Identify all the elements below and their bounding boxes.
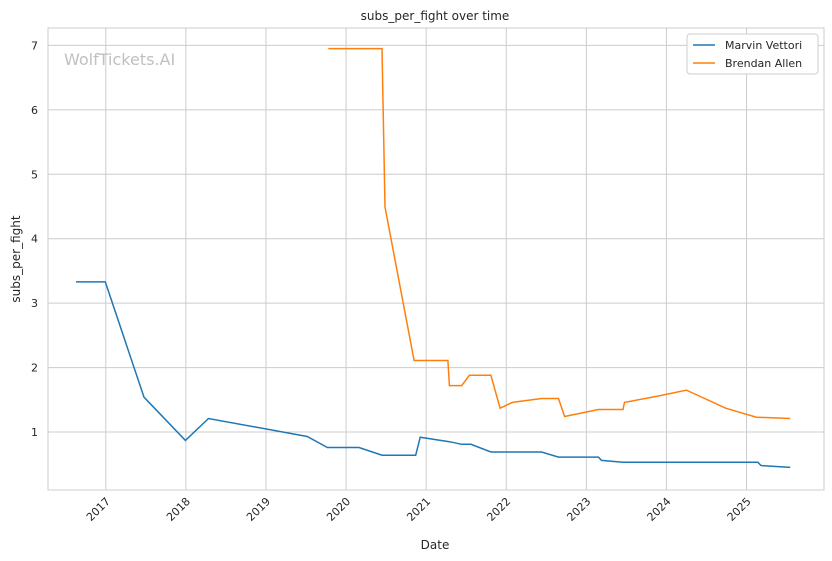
series-line-marvin-vettori xyxy=(76,281,791,469)
y-tick-label: 7 xyxy=(31,39,38,52)
x-axis-label: Date xyxy=(421,538,450,552)
y-tick-label: 1 xyxy=(31,426,38,439)
x-tick-label: 2021 xyxy=(404,495,433,524)
legend-label-allen: Brendan Allen xyxy=(725,57,802,70)
y-tick-label: 2 xyxy=(31,362,38,375)
y-tick-label: 5 xyxy=(31,168,38,181)
x-tick-label: 2025 xyxy=(725,495,754,524)
x-tick-label: 2019 xyxy=(244,495,273,524)
watermark: WolfTickets.AI xyxy=(64,50,175,69)
x-tick-label: 2022 xyxy=(484,495,513,524)
legend-label-vettori: Marvin Vettori xyxy=(725,39,802,52)
y-tick-label: 6 xyxy=(31,104,38,117)
y-tick-label: 4 xyxy=(31,233,38,246)
x-tick-label: 2020 xyxy=(324,495,353,524)
legend: Marvin Vettori Brendan Allen xyxy=(686,33,819,75)
series-line-brendan-allen xyxy=(328,47,791,420)
chart-title: subs_per_fight over time xyxy=(361,9,510,23)
x-tick-label: 2018 xyxy=(164,495,193,524)
plot-area xyxy=(47,27,825,491)
x-tick-label: 2023 xyxy=(564,495,593,524)
x-tick-label: 2024 xyxy=(645,495,674,524)
y-axis-label: subs_per_fight xyxy=(9,215,23,302)
x-tick-label: 2017 xyxy=(84,495,113,524)
y-tick-label: 3 xyxy=(31,297,38,310)
legend-box xyxy=(686,33,819,75)
